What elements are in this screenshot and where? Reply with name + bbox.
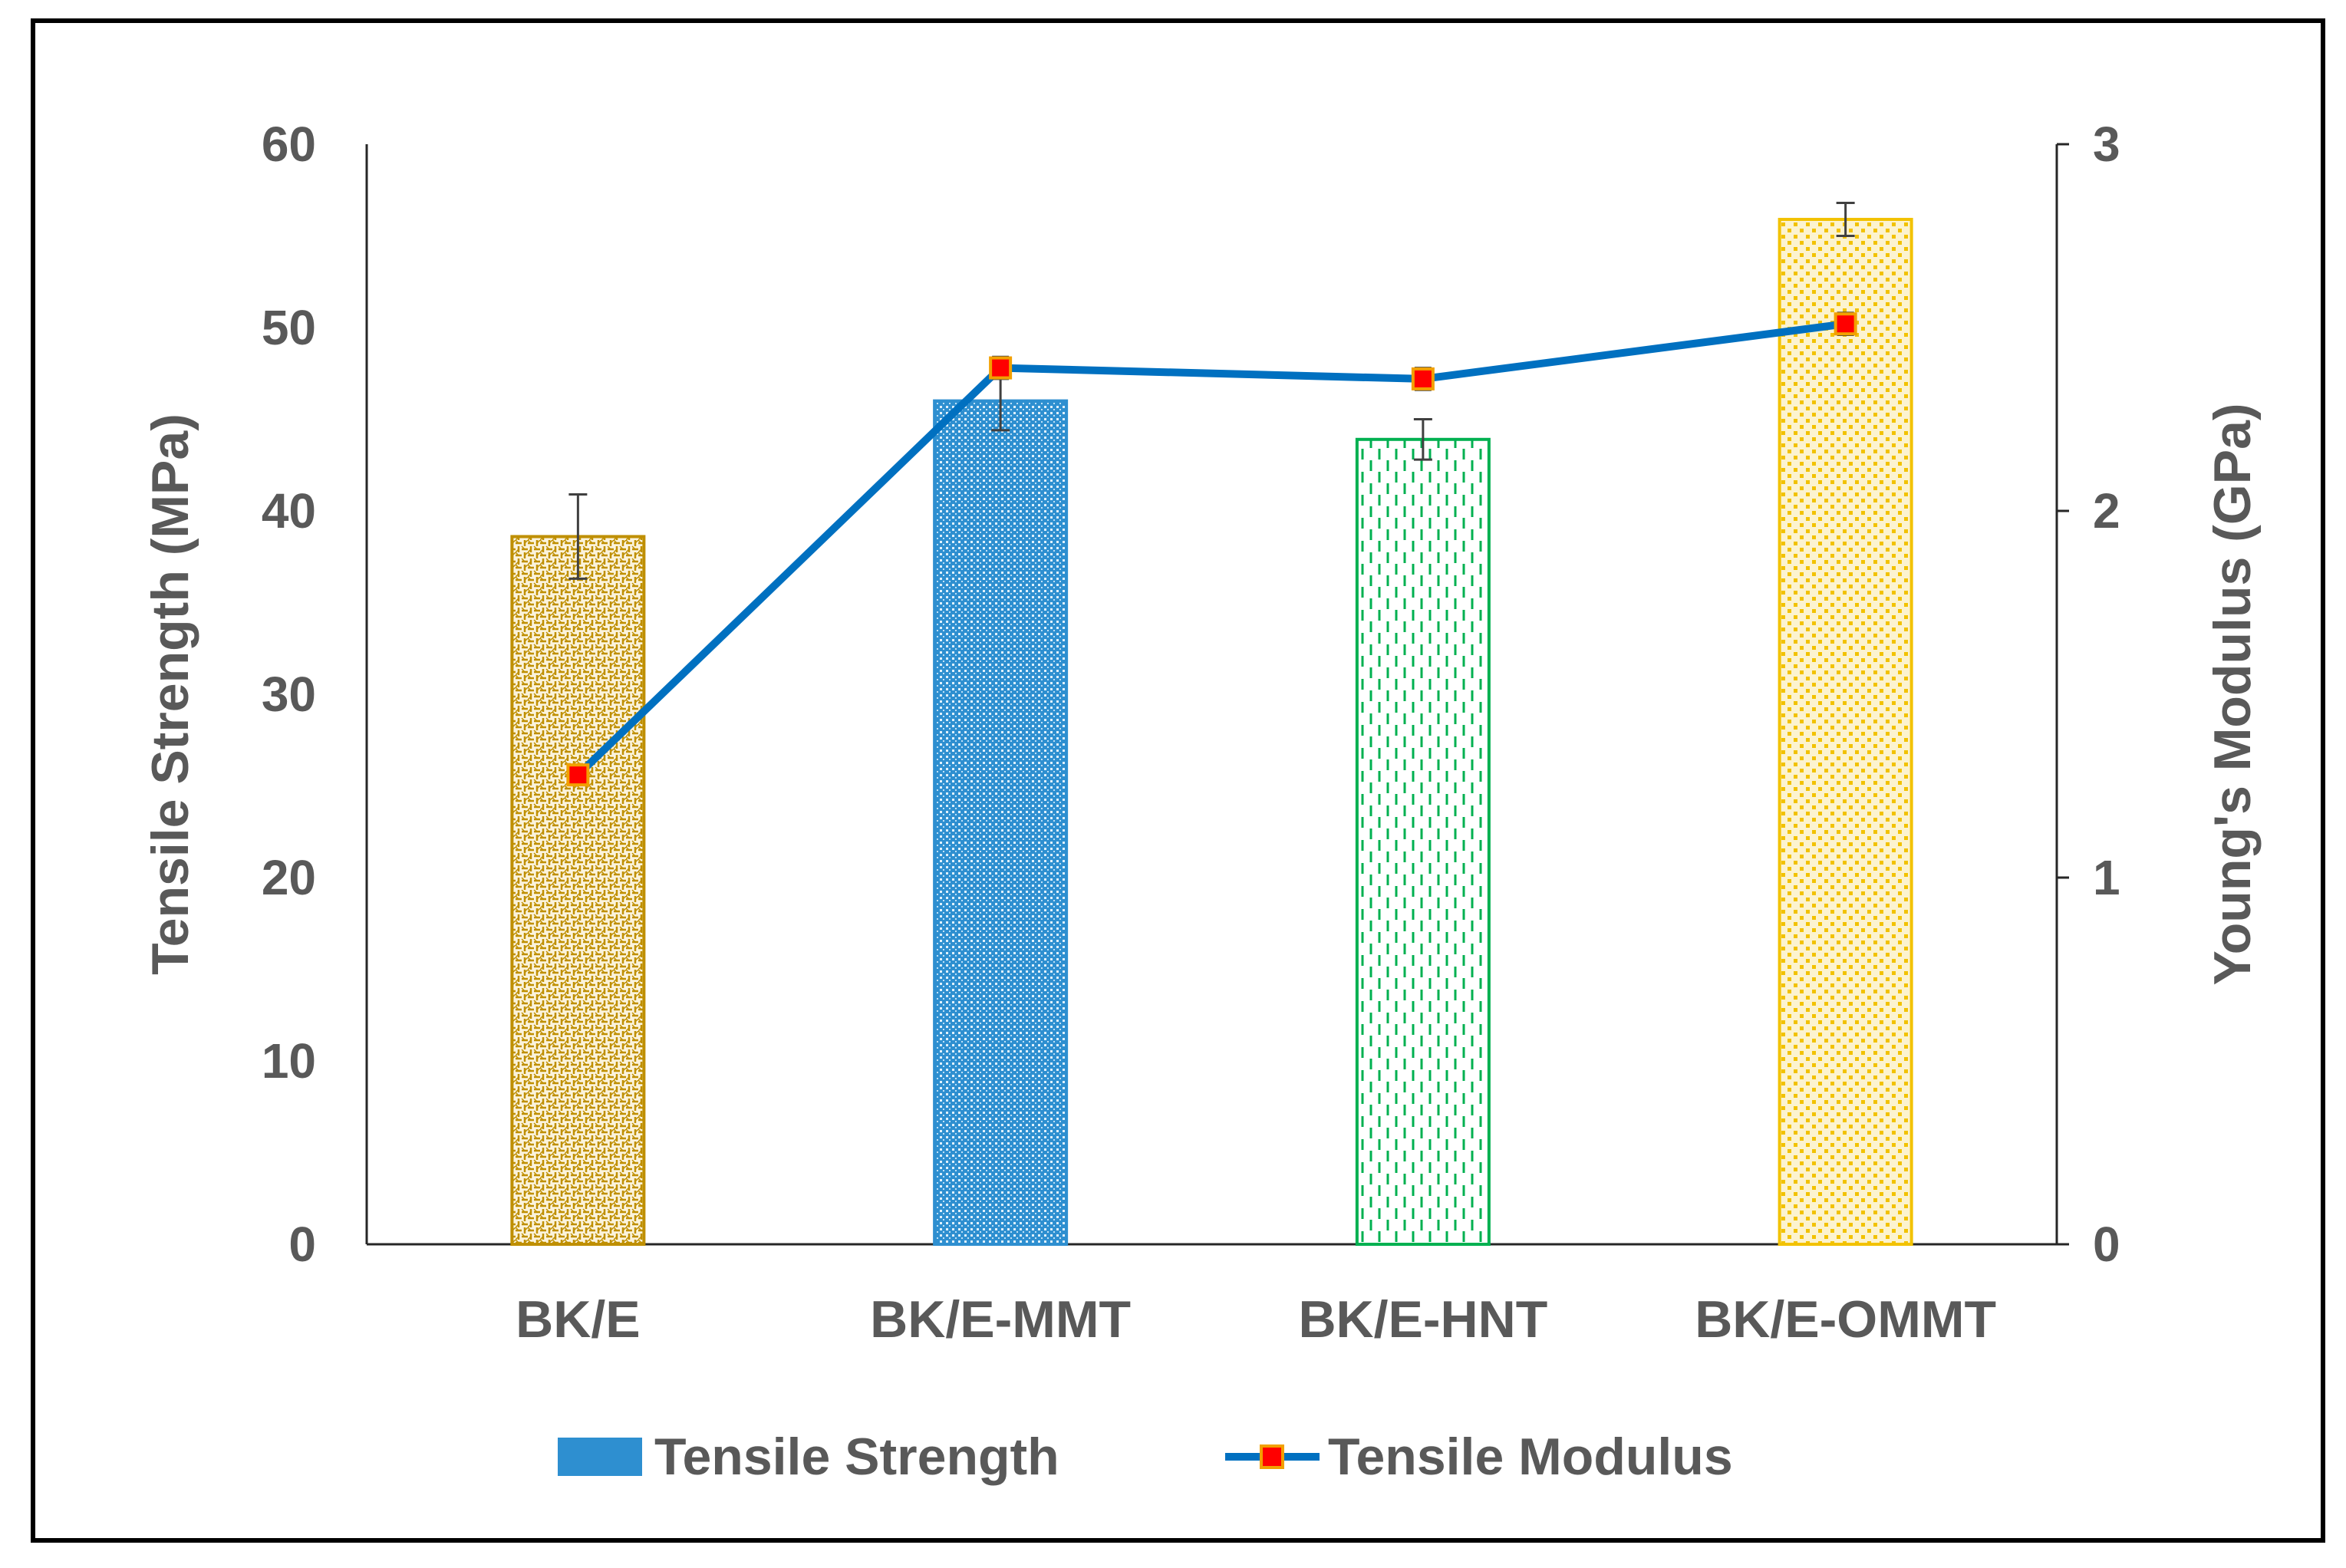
legend-label-tensile-modulus: Tensile Modulus	[1328, 1428, 1733, 1486]
category-label: BK/E-MMT	[870, 1290, 1131, 1349]
bar-error-bars	[568, 201, 1855, 580]
bar	[1778, 217, 1913, 1246]
right-tick-label: 2	[2093, 483, 2120, 539]
left-axis-title: Tensile Strength (MPa)	[141, 413, 199, 975]
left-tick-label: 60	[262, 117, 316, 172]
left-tick-label: 0	[288, 1217, 316, 1272]
category-label: BK/E-HNT	[1298, 1290, 1547, 1349]
bar-series	[510, 217, 1913, 1246]
modulus-marker	[989, 356, 1013, 380]
category-label: BK/E-OMMT	[1695, 1290, 1996, 1349]
left-tick-label: 50	[262, 300, 316, 355]
left-axis-ticks: 0 10 20 30 40 50 60	[262, 117, 316, 1272]
right-tick-label: 0	[2093, 1217, 2120, 1272]
right-tick-label: 1	[2093, 850, 2120, 905]
category-label: BK/E	[516, 1290, 640, 1349]
right-axis-title: Young's Modulus (GPa)	[2203, 403, 2262, 985]
bar	[933, 399, 1069, 1246]
legend-label-tensile-strength: Tensile Strength	[654, 1428, 1059, 1486]
legend-marker-tensile-modulus	[1260, 1444, 1284, 1469]
line-series	[566, 311, 1857, 787]
modulus-line	[575, 320, 1847, 778]
left-tick-label: 10	[262, 1033, 316, 1089]
bar	[1355, 437, 1491, 1246]
right-axis-ticks: 0 1 2 3	[2057, 117, 2120, 1272]
figure-frame	[31, 18, 2325, 1543]
modulus-marker	[566, 763, 590, 787]
modulus-marker	[1411, 367, 1435, 390]
right-tick-label: 3	[2093, 117, 2120, 172]
left-tick-label: 40	[262, 483, 316, 539]
legend-swatch-tensile-strength	[558, 1438, 642, 1476]
bar	[510, 535, 646, 1246]
left-tick-label: 20	[262, 850, 316, 905]
legend: Tensile Strength Tensile Modulus	[558, 1428, 1733, 1486]
left-tick-label: 30	[262, 667, 316, 722]
category-labels: BK/E BK/E-MMT BK/E-HNT BK/E-OMMT	[516, 1290, 1996, 1349]
modulus-marker	[1834, 312, 1857, 336]
